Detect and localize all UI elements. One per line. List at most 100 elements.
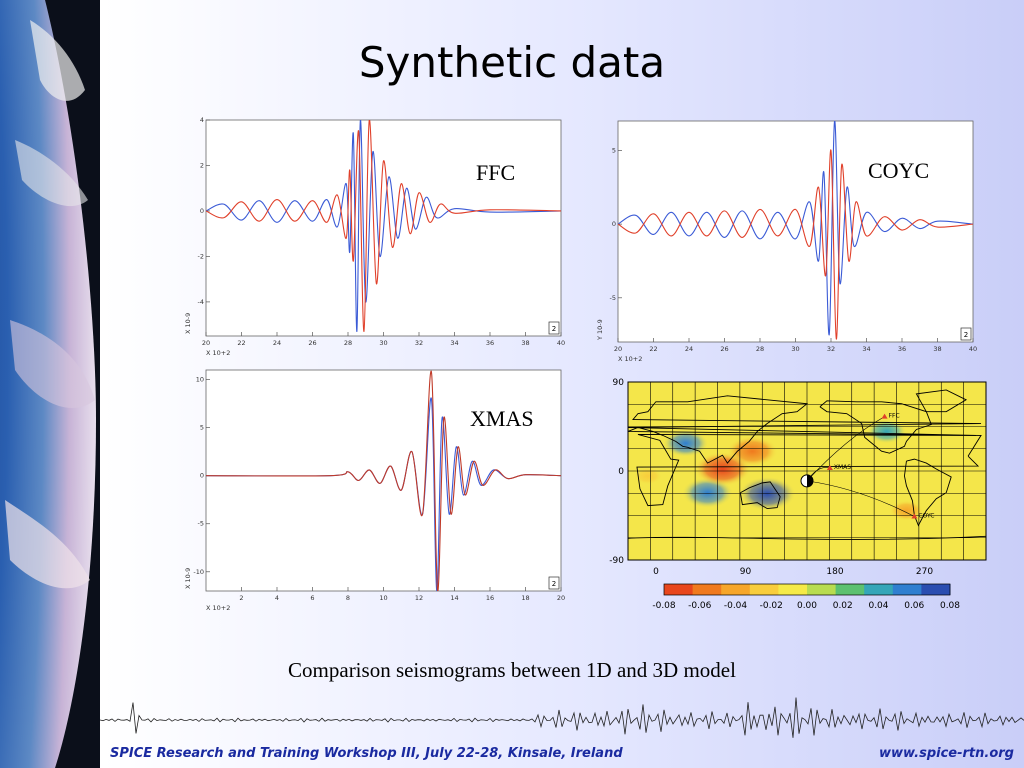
velocity-anomaly xyxy=(694,451,751,487)
colorbar-frame xyxy=(663,583,951,596)
y-tick-label: 10 xyxy=(196,376,204,384)
station-label-coyc: COYC xyxy=(868,158,930,183)
colorbar-tick-label: 0.02 xyxy=(833,601,853,611)
x-tick-label: 24 xyxy=(685,345,693,353)
x-tick-label: 4 xyxy=(275,594,279,602)
y-tick-label: 5 xyxy=(612,146,616,154)
seismogram-wiggle xyxy=(100,697,1024,738)
map-lon-label: 270 xyxy=(916,567,933,577)
antarctica-outline xyxy=(627,535,987,540)
continent-outline xyxy=(739,481,781,510)
station-name: FFC xyxy=(889,413,900,420)
map-lat-label: -90 xyxy=(609,556,624,566)
map-lat-label: 0 xyxy=(618,467,624,477)
colorbar-tick-label: -0.04 xyxy=(724,601,748,611)
y-tick-label: 4 xyxy=(200,116,204,124)
trace-3d-model xyxy=(206,120,561,333)
y-tick-label: 5 xyxy=(200,424,204,432)
earth-illustration xyxy=(0,0,100,768)
colorbar-segment xyxy=(749,584,779,595)
x-tick-label: 32 xyxy=(827,345,835,353)
x-tick-label: 34 xyxy=(450,339,458,347)
colorbar-segment xyxy=(835,584,865,595)
station-marker xyxy=(826,465,833,471)
slide-caption: Comparison seismograms between 1D and 3D… xyxy=(288,658,736,682)
colorbar-segment xyxy=(664,584,694,595)
ray-path xyxy=(806,480,915,517)
plot-frame xyxy=(205,369,562,592)
x-tick-label: 20 xyxy=(557,594,565,602)
x-tick-label: 36 xyxy=(898,345,906,353)
x-tick-label: 24 xyxy=(273,339,281,347)
beachball-quadrant xyxy=(807,474,813,481)
trace-1d-model xyxy=(618,121,973,336)
colorbar-tick-label: -0.02 xyxy=(760,601,783,611)
y-tick-label: -5 xyxy=(198,520,204,528)
panel-number-box xyxy=(548,576,560,590)
trace-1d-model xyxy=(206,120,561,333)
footer-website-link[interactable]: www.spice-rtn.org xyxy=(878,746,1014,761)
colorbar-segment xyxy=(778,584,808,595)
continent-outline xyxy=(636,433,982,507)
x-tick-label: 10 xyxy=(379,594,387,602)
seismogram-xmas: 2 4 6 8 10 12 14 16 18 20 10 5 0 -5 -10X 10-9 X 10+2 2 xyxy=(184,369,565,612)
footer-workshop-text: SPICE Research and Training Workshop III… xyxy=(110,746,623,761)
colorbar-tick-label: 0.06 xyxy=(904,601,924,611)
y-tick-label: 0 xyxy=(200,207,204,215)
decorative-seismogram-band xyxy=(100,697,1024,738)
y-tick-label: 2 xyxy=(200,161,204,169)
colorbar-segment xyxy=(892,584,922,595)
x-tick-label: 20 xyxy=(614,345,622,353)
colorbar-segment xyxy=(807,584,837,595)
y-axis-scale-label: Y 10-9 xyxy=(596,319,604,341)
colorbar-tick-label: 0.00 xyxy=(797,601,817,611)
ray-path xyxy=(806,416,885,482)
velocity-anomaly-map: FFC XMAS COYC 90 0 -90 0 90 180 270 -0.08 -0.06 -0.0… xyxy=(609,378,987,611)
x-tick-label: 36 xyxy=(486,339,494,347)
x-tick-label: 22 xyxy=(237,339,245,347)
colorbar-segment xyxy=(721,584,751,595)
station-name: COYC xyxy=(918,512,934,519)
trace-3d-model xyxy=(618,149,973,340)
y-tick-label: -10 xyxy=(193,568,204,576)
continent-outline xyxy=(915,389,968,413)
x-tick-label: 14 xyxy=(450,594,458,602)
x-tick-label: 38 xyxy=(521,339,529,347)
colorbar-tick-label: 0.08 xyxy=(940,601,960,611)
x-tick-label: 16 xyxy=(486,594,494,602)
colorbar-segment xyxy=(921,584,951,595)
y-axis-scale-label: X 10-9 xyxy=(184,568,192,589)
velocity-anomaly xyxy=(738,476,796,511)
x-axis-scale-label: X 10+2 xyxy=(618,355,642,363)
continent-outline xyxy=(819,400,932,454)
x-tick-label: 22 xyxy=(649,345,657,353)
x-tick-label: 6 xyxy=(310,594,314,602)
station-name: XMAS xyxy=(834,464,851,471)
x-tick-label: 8 xyxy=(346,594,350,602)
map-lon-label: 0 xyxy=(653,567,659,577)
x-tick-label: 26 xyxy=(720,345,728,353)
x-tick-label: 26 xyxy=(308,339,316,347)
map-lon-label: 180 xyxy=(826,567,843,577)
x-tick-label: 18 xyxy=(521,594,529,602)
colorbar-segment xyxy=(692,584,722,595)
x-tick-label: 28 xyxy=(344,339,352,347)
colorbar-tick-label: -0.08 xyxy=(652,601,676,611)
plot-frame xyxy=(617,120,974,343)
y-tick-label: -4 xyxy=(198,298,204,306)
station-label-xmas: XMAS xyxy=(470,406,534,431)
panel-number: 2 xyxy=(552,580,556,588)
velocity-anomaly xyxy=(662,429,709,457)
colorbar-tick-label: 0.04 xyxy=(868,601,888,611)
x-tick-label: 32 xyxy=(415,339,423,347)
x-tick-label: 20 xyxy=(202,339,210,347)
panel-number-box xyxy=(960,327,972,341)
colorbar-tick-label: -0.06 xyxy=(688,601,712,611)
map-lat-label: 90 xyxy=(613,378,625,388)
slide-title: Synthetic data xyxy=(358,38,666,87)
y-tick-label: -2 xyxy=(198,252,204,260)
x-tick-label: 40 xyxy=(969,345,977,353)
panel-number: 2 xyxy=(964,331,968,339)
y-axis-scale-label: X 10-9 xyxy=(184,313,192,334)
